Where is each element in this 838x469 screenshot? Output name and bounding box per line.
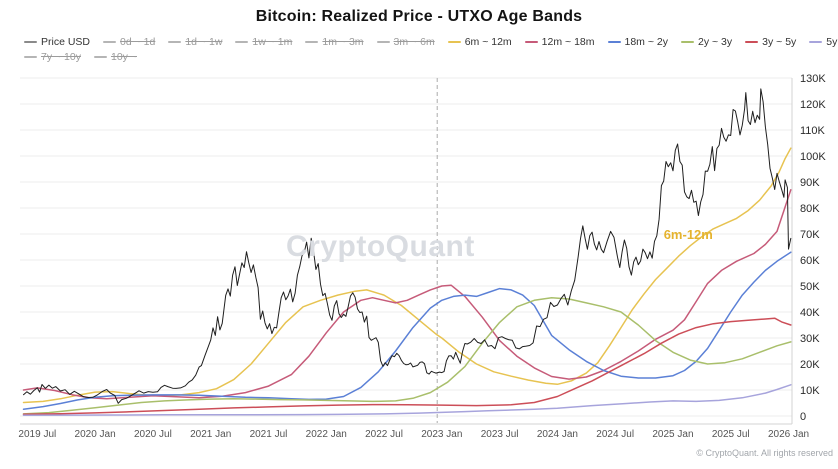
x-axis-label: 2026 Jan	[768, 429, 809, 440]
legend-swatch-dash	[235, 40, 249, 43]
legend-item-1w-1m[interactable]: 1w ~ 1m	[235, 35, 292, 49]
legend-item-label: 2y ~ 3y	[697, 35, 733, 48]
legend-item-18m-2y[interactable]: 18m ~ 2y	[607, 35, 668, 49]
legend-swatch-dash	[745, 40, 759, 43]
y-axis-label: 110K	[800, 125, 826, 137]
copyright-text: © CryptoQuant. All rights reserved	[696, 448, 833, 458]
x-axis-label: 2023 Jan	[421, 429, 462, 440]
legend-item-label: 3y ~ 5y	[762, 35, 797, 48]
chart-annotation: 6m-12m	[664, 227, 713, 242]
y-axis-label: 100K	[800, 151, 826, 163]
y-axis-label: 30K	[800, 333, 820, 345]
y-axis-label: 60K	[800, 255, 820, 267]
legend-item-3m-6m[interactable]: 3m ~ 6m	[376, 35, 435, 49]
y-axis-label: 40K	[800, 307, 820, 319]
x-axis-label: 2023 Jul	[481, 429, 519, 440]
series-line-Price-USD	[23, 88, 792, 404]
series-line-18m-2y	[22, 251, 792, 410]
y-axis-labels: 0 10K 20K 30K 40K 50K 60K 70K 80K 90K 100K 110K 120K…	[800, 73, 826, 423]
series-line-5y-7y	[22, 384, 792, 416]
y-axis-label: 70K	[800, 229, 820, 241]
series-lines	[22, 88, 792, 416]
series-line-12m-18m	[22, 189, 792, 400]
legend-item-label: 18m ~ 2y	[624, 35, 668, 48]
legend-item-6m-12m[interactable]: 6m ~ 12m	[447, 35, 512, 49]
legend-item-label: 7y ~ 10y	[41, 50, 81, 63]
x-axis-label: 2021 Jul	[250, 429, 288, 440]
legend-swatch-dash	[94, 55, 107, 58]
series-line-2y-3y	[22, 296, 792, 415]
legend-swatch-dash	[305, 40, 319, 43]
x-axis-label: 2022 Jul	[365, 429, 403, 440]
annotation-6m-12m: 6m-12m	[664, 227, 713, 242]
legend-item-0d-1d[interactable]: 0d ~ 1d	[103, 35, 155, 49]
legend-item-10y[interactable]: 10y ~	[94, 50, 137, 64]
legend-item-label: 1d ~ 1w	[185, 35, 223, 48]
x-axis-label: 2024 Jul	[596, 429, 634, 440]
y-axis-label: 90K	[800, 177, 820, 189]
x-axis-label: 2025 Jul	[712, 429, 750, 440]
legend-swatch-dash	[809, 40, 823, 43]
y-axis-label: 80K	[800, 203, 820, 215]
legend-item-7y-10y[interactable]: 7y ~ 10y	[24, 50, 81, 64]
x-axis-label: 2025 Jan	[652, 429, 693, 440]
x-axis-labels: 2019 Jul 2020 Jan 2020 Jul 2021 Jan 2021 Jul…	[18, 429, 809, 440]
legend-item-label: 0d ~ 1d	[120, 35, 156, 48]
page-title: Bitcoin: Realized Price - UTXO Age Bands	[255, 8, 583, 25]
legend-swatch-dash	[103, 40, 117, 43]
legend-item-label: 1m ~ 3m	[322, 35, 364, 48]
legend-swatch-dash	[447, 40, 461, 43]
legend-swatch-dash	[24, 40, 37, 43]
x-axis-label: 2022 Jan	[306, 429, 347, 440]
x-axis-label: 2020 Jan	[75, 429, 116, 440]
y-axis-label: 50K	[800, 281, 820, 293]
legend-item-1m-3m[interactable]: 1m ~ 3m	[305, 35, 364, 49]
legend-item-label: 12m ~ 18m	[541, 35, 595, 48]
legend-item-label: 5y ~ 7y	[826, 35, 838, 48]
x-axis-label: 2019 Jul	[18, 429, 56, 440]
axis-lines	[20, 78, 793, 425]
legend-item-label: 6m ~ 12m	[464, 35, 512, 48]
legend-row-2: 7y ~ 10y 10y ~	[24, 49, 819, 64]
legend-item-label: Price USD	[41, 35, 91, 48]
legend-swatch-dash	[24, 55, 37, 58]
legend-item-12m-18m[interactable]: 12m ~ 18m	[524, 35, 595, 49]
gridlines	[20, 77, 792, 417]
y-axis-label: 0	[800, 411, 806, 423]
legend-item-label: 1w ~ 1m	[252, 35, 293, 48]
y-axis-label: 130K	[800, 73, 826, 85]
legend-item-3y-5y[interactable]: 3y ~ 5y	[745, 35, 796, 49]
legend-swatch-dash	[607, 40, 621, 43]
legend-swatch-dash	[680, 40, 694, 43]
y-axis-label: 20K	[800, 359, 820, 371]
legend-item-5y-7y[interactable]: 5y ~ 7y	[809, 35, 838, 49]
y-axis-label: 10K	[800, 385, 820, 397]
legend-row-1: Price USD 0d ~ 1d 1d ~ 1w 1w ~ 1m 1m ~ 3…	[24, 34, 838, 49]
legend-item-label: 3m ~ 6m	[393, 35, 435, 48]
x-axis-label: 2020 Jul	[134, 429, 172, 440]
legend-swatch-dash	[376, 40, 390, 43]
legend: Price USD 0d ~ 1d 1d ~ 1w 1w ~ 1m 1m ~ 3…	[24, 34, 838, 64]
y-axis-label: 120K	[800, 99, 826, 111]
legend-item-1d-1w[interactable]: 1d ~ 1w	[168, 35, 222, 49]
legend-swatch-dash	[524, 40, 538, 43]
legend-item-Price-USD[interactable]: Price USD	[24, 35, 90, 49]
legend-item-2y-3y[interactable]: 2y ~ 3y	[680, 35, 733, 49]
series-line-3y-5y	[22, 317, 792, 415]
x-axis-label: 2021 Jan	[190, 429, 231, 440]
legend-swatch-dash	[168, 40, 182, 43]
legend-item-label: 10y ~	[111, 50, 137, 63]
x-axis-label: 2024 Jan	[537, 429, 578, 440]
